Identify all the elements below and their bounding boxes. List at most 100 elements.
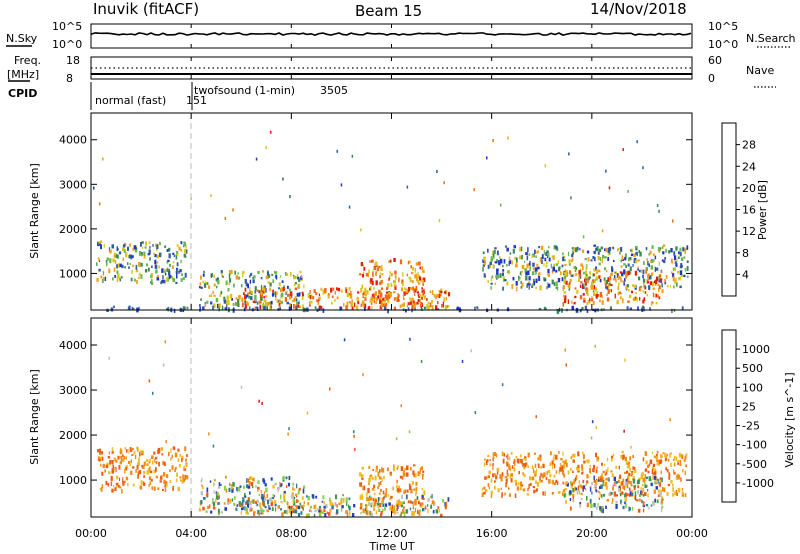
echo-cell bbox=[373, 508, 375, 511]
echo-cell bbox=[650, 482, 653, 487]
scatter-point bbox=[289, 195, 291, 199]
echo-cell bbox=[379, 281, 382, 285]
echo-cell bbox=[575, 266, 577, 270]
echo-cell bbox=[359, 482, 362, 485]
echo-cell bbox=[176, 472, 178, 477]
echo-cell bbox=[599, 486, 601, 490]
echo-cell bbox=[249, 279, 252, 284]
echo-cell bbox=[619, 276, 621, 279]
echo-cell bbox=[261, 287, 264, 291]
echo-cell bbox=[137, 474, 139, 479]
echo-cell bbox=[555, 263, 558, 267]
echo-cell bbox=[150, 479, 153, 482]
echo-cell bbox=[386, 467, 389, 472]
echo-cell bbox=[589, 487, 592, 492]
echo-cell bbox=[614, 275, 616, 280]
echo-cell bbox=[636, 499, 639, 502]
echo-cell bbox=[152, 244, 154, 247]
echo-cell bbox=[403, 490, 406, 495]
echo-cell bbox=[626, 465, 629, 468]
echo-cell bbox=[508, 270, 511, 275]
echo-cell bbox=[564, 487, 567, 491]
echo-cell bbox=[210, 273, 213, 278]
scatter-point bbox=[656, 204, 659, 207]
echo-cell bbox=[215, 498, 217, 503]
scatter-point bbox=[306, 411, 309, 415]
echo-cell bbox=[368, 478, 371, 483]
echo-cell bbox=[218, 307, 220, 312]
echo-cell bbox=[216, 303, 220, 309]
echo-cell bbox=[359, 482, 362, 487]
echo-cell bbox=[605, 485, 608, 490]
echo-cell bbox=[265, 487, 268, 493]
echo-cell bbox=[676, 492, 678, 496]
echo-cell bbox=[160, 281, 163, 285]
echo-cell bbox=[122, 458, 125, 463]
echo-cell bbox=[623, 281, 625, 286]
echo-cell bbox=[581, 468, 584, 472]
echo-cell bbox=[161, 474, 163, 478]
echo-cell bbox=[391, 507, 394, 512]
echo-cell bbox=[395, 277, 397, 280]
echo-cell bbox=[215, 494, 218, 499]
scatter-point bbox=[605, 169, 607, 173]
echo-cell bbox=[407, 307, 410, 311]
echo-cell bbox=[271, 292, 275, 297]
echo-cell bbox=[360, 512, 362, 515]
echo-cell bbox=[409, 467, 412, 471]
echo-cell bbox=[162, 275, 164, 280]
echo-cell bbox=[176, 262, 179, 267]
echo-cell bbox=[293, 274, 295, 278]
echo-cell bbox=[318, 308, 321, 311]
echo-cell bbox=[384, 306, 386, 310]
echo-cell bbox=[260, 284, 263, 290]
echo-cell bbox=[595, 452, 597, 457]
echo-cell bbox=[120, 455, 123, 459]
echo-cell bbox=[641, 483, 644, 487]
echo-cell bbox=[174, 466, 177, 470]
echo-cell bbox=[648, 275, 652, 280]
echo-cell bbox=[380, 292, 383, 298]
echo-cell bbox=[410, 265, 412, 269]
echo-cell bbox=[249, 306, 251, 311]
echo-cell bbox=[627, 263, 630, 267]
echo-cell bbox=[105, 464, 108, 469]
echo-cell bbox=[321, 500, 324, 503]
echo-cell bbox=[145, 463, 148, 466]
echo-cell bbox=[588, 276, 590, 281]
echo-cell bbox=[529, 476, 532, 481]
echo-cell bbox=[373, 292, 376, 296]
echo-cell bbox=[651, 245, 654, 249]
echo-cell bbox=[595, 294, 598, 299]
echo-cell bbox=[546, 285, 548, 290]
echo-cell bbox=[184, 474, 187, 479]
echo-cell bbox=[181, 479, 184, 484]
echo-cell bbox=[373, 484, 376, 488]
echo-cell bbox=[199, 282, 202, 286]
echo-cell bbox=[625, 274, 627, 279]
echo-cell bbox=[97, 257, 100, 261]
echo-cell bbox=[533, 452, 536, 455]
echo-cell bbox=[241, 507, 244, 511]
echo-cell bbox=[507, 270, 509, 274]
echo-cell bbox=[395, 296, 398, 300]
echo-cell bbox=[109, 462, 111, 466]
echo-cell bbox=[414, 274, 416, 279]
echo-cell bbox=[438, 509, 440, 513]
echo-cell bbox=[202, 306, 205, 310]
echo-cell bbox=[300, 275, 303, 278]
echo-cell bbox=[115, 459, 118, 463]
echo-cell bbox=[597, 255, 600, 261]
echo-cell bbox=[412, 286, 414, 291]
echo-cell bbox=[217, 502, 220, 505]
echo-cell bbox=[320, 305, 323, 310]
echo-cell bbox=[200, 479, 203, 483]
echo-cell bbox=[576, 466, 578, 471]
echo-cell bbox=[245, 484, 249, 488]
echo-cell bbox=[289, 303, 292, 307]
echo-cell bbox=[580, 498, 583, 501]
echo-cell bbox=[296, 292, 299, 297]
echo-cell bbox=[413, 488, 416, 491]
echo-cell bbox=[184, 249, 187, 252]
echo-cell bbox=[380, 303, 383, 308]
